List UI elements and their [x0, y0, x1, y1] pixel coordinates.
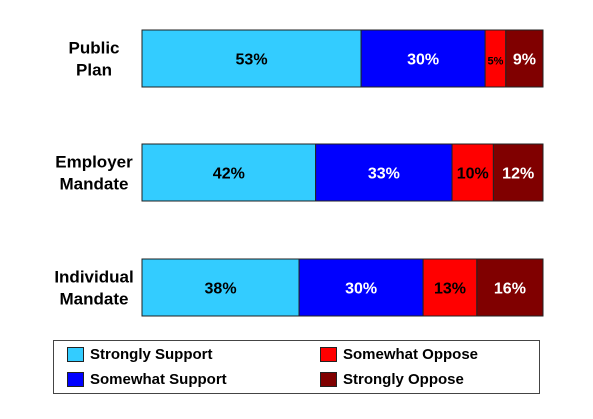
- legend-swatch-strongly-oppose: [320, 372, 337, 387]
- data-label-public-plan-somewhat-oppose: 5%: [488, 56, 504, 68]
- bar-public-plan-strongly-support: [141, 29, 362, 88]
- bar-employer-mandate-somewhat-oppose: [451, 143, 494, 202]
- bar-public-plan-somewhat-support: [360, 29, 486, 88]
- category-label-line: Mandate: [60, 290, 129, 309]
- bar-employer-mandate-somewhat-support: [315, 143, 453, 202]
- data-label-public-plan-strongly-support: 53%: [236, 52, 268, 69]
- legend-label-strongly-oppose: Strongly Oppose: [343, 371, 464, 388]
- legend-item-strongly-oppose: Strongly Oppose: [320, 371, 464, 388]
- legend-item-strongly-support: Strongly Support: [67, 346, 213, 363]
- category-label-line: Employer: [55, 153, 133, 172]
- bar-individual-mandate-strongly-support: [141, 258, 300, 317]
- data-label-public-plan-strongly-oppose: 9%: [513, 52, 536, 69]
- category-label-employer-mandate: Employer Mandate: [55, 153, 133, 194]
- data-label-individual-mandate-strongly-support: 38%: [205, 281, 237, 298]
- bar-employer-mandate-strongly-support: [141, 143, 317, 202]
- bar-individual-mandate-somewhat-oppose: [422, 258, 478, 317]
- data-label-employer-mandate-somewhat-support: 33%: [368, 166, 400, 183]
- category-label-individual-mandate: Individual Mandate: [54, 268, 133, 309]
- category-label-line: Individual: [54, 268, 133, 287]
- data-label-employer-mandate-somewhat-oppose: 10%: [457, 166, 489, 183]
- data-label-employer-mandate-strongly-support: 42%: [213, 166, 245, 183]
- data-label-employer-mandate-strongly-oppose: 12%: [502, 166, 534, 183]
- data-label-individual-mandate-somewhat-support: 30%: [345, 281, 377, 298]
- bar-individual-mandate-strongly-oppose: [476, 258, 544, 317]
- category-label-public-plan: Public Plan: [68, 39, 119, 80]
- category-label-line: Public: [68, 39, 119, 58]
- legend-item-somewhat-oppose: Somewhat Oppose: [320, 346, 478, 363]
- data-label-individual-mandate-strongly-oppose: 16%: [494, 281, 526, 298]
- category-label-line: Plan: [76, 61, 112, 80]
- bar-public-plan-strongly-oppose: [505, 29, 544, 88]
- chart-legend: Strongly Support Somewhat Support Somewh…: [53, 340, 540, 394]
- legend-item-somewhat-support: Somewhat Support: [67, 371, 227, 388]
- data-label-public-plan-somewhat-support: 30%: [407, 52, 439, 69]
- data-label-individual-mandate-somewhat-oppose: 13%: [434, 281, 466, 298]
- legend-swatch-somewhat-oppose: [320, 347, 337, 362]
- category-label-line: Mandate: [60, 175, 129, 194]
- legend-label-somewhat-support: Somewhat Support: [90, 371, 227, 388]
- stacked-bar-chart: Public Plan 53% 30% 5% 9% Employer Mandate 42% 33…: [54, 29, 544, 317]
- legend-label-strongly-support: Strongly Support: [90, 346, 213, 363]
- legend-swatch-strongly-support: [67, 347, 84, 362]
- bar-employer-mandate-strongly-oppose: [492, 143, 544, 202]
- legend-swatch-somewhat-support: [67, 372, 84, 387]
- bar-individual-mandate-somewhat-support: [298, 258, 424, 317]
- legend-label-somewhat-oppose: Somewhat Oppose: [343, 346, 479, 363]
